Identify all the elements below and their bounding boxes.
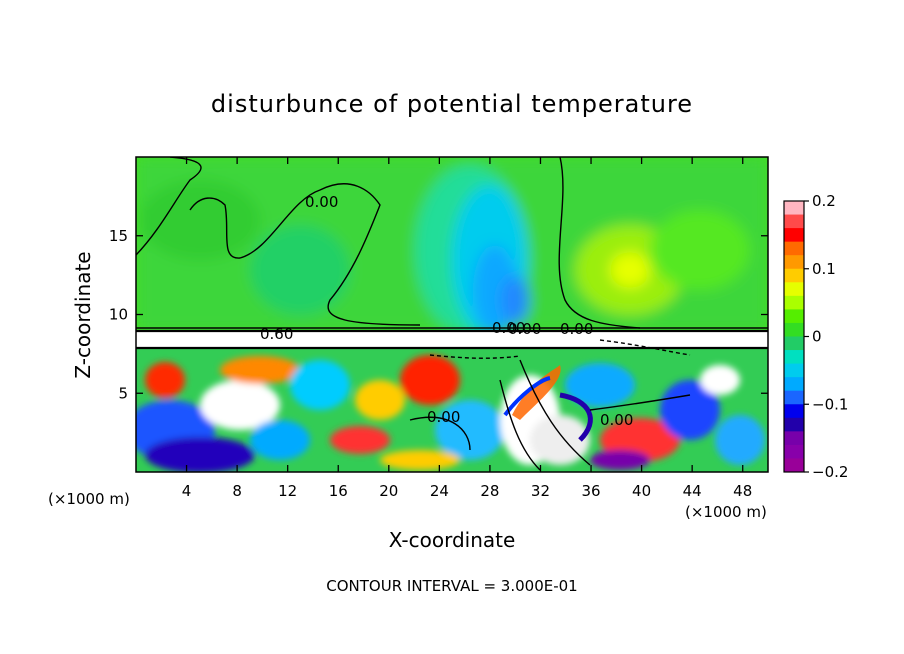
contour-label: 0.00 bbox=[508, 320, 541, 338]
x-tick-label: 24 bbox=[430, 482, 449, 500]
colorbar-swatch bbox=[784, 241, 804, 256]
contour-line bbox=[136, 157, 202, 256]
colorbar-swatch bbox=[784, 431, 804, 446]
contour-label: 0.60 bbox=[260, 325, 293, 343]
contour-line bbox=[136, 329, 768, 350]
contour-label: 0.00 bbox=[305, 193, 338, 211]
colorbar-swatch bbox=[784, 336, 804, 351]
x-tick-label: 36 bbox=[581, 482, 600, 500]
colorbar-swatch bbox=[784, 228, 804, 243]
colorbar-swatch bbox=[784, 377, 804, 392]
heatmap-field bbox=[136, 157, 768, 472]
contour-label: 0.00 bbox=[492, 319, 525, 337]
contour-line bbox=[499, 359, 591, 471]
colorbar-swatch bbox=[784, 444, 804, 459]
y-tick-label: 10 bbox=[109, 306, 128, 324]
x-tick-label: 28 bbox=[480, 482, 499, 500]
x-unit-right: (×1000 m) bbox=[685, 503, 767, 521]
x-tick-label: 32 bbox=[531, 482, 550, 500]
colorbar bbox=[783, 200, 805, 473]
contour-label: 0.00 bbox=[560, 320, 593, 338]
x-tick-label: 16 bbox=[329, 482, 348, 500]
x-tick-label: 40 bbox=[632, 482, 651, 500]
colorbar-swatch bbox=[784, 363, 804, 378]
colorbar-swatch bbox=[784, 350, 804, 365]
colorbar-swatch bbox=[784, 390, 804, 405]
colorbar-swatch bbox=[784, 201, 804, 216]
colorbar-swatch bbox=[784, 295, 804, 310]
colorbar-swatch bbox=[784, 309, 804, 324]
colorbar-swatch bbox=[784, 417, 804, 432]
y-tick-label: 5 bbox=[118, 384, 128, 402]
colorbar-swatch bbox=[784, 255, 804, 270]
x-tick-label: 20 bbox=[379, 482, 398, 500]
colorbar-tick-label: −0.2 bbox=[812, 463, 848, 481]
contour-lines bbox=[136, 157, 768, 471]
contour-label: 0.00 bbox=[600, 411, 633, 429]
y-tick-label: 15 bbox=[109, 227, 128, 245]
colorbar-tick-label: −0.1 bbox=[812, 395, 848, 413]
colorbar-swatch bbox=[784, 458, 804, 473]
y-axis-label: Z-coordinate bbox=[71, 251, 95, 378]
contour-line bbox=[558, 157, 641, 329]
x-tick-label: 12 bbox=[278, 482, 297, 500]
contour-label: 0.00 bbox=[427, 408, 460, 426]
colorbar-tick-label: 0.2 bbox=[812, 192, 836, 210]
x-tick-label: 48 bbox=[733, 482, 752, 500]
x-tick-label: 4 bbox=[182, 482, 192, 500]
colorbar-swatch bbox=[784, 268, 804, 283]
colorbar-swatch bbox=[784, 322, 804, 337]
colorbar-swatch bbox=[784, 404, 804, 419]
x-axis-label: X-coordinate bbox=[389, 528, 516, 552]
x-tick-label: 8 bbox=[232, 482, 242, 500]
colorbar-tick-label: 0.1 bbox=[812, 260, 836, 278]
colorbar-swatch bbox=[784, 282, 804, 297]
white-band bbox=[136, 330, 768, 348]
chart-title: disturbunce of potential temperature bbox=[211, 90, 693, 118]
x-tick-label: 44 bbox=[683, 482, 702, 500]
x-unit-left: (×1000 m) bbox=[48, 490, 130, 508]
colorbar-tick-label: 0 bbox=[812, 328, 822, 346]
colorbar-swatch bbox=[784, 214, 804, 229]
contour-line bbox=[189, 183, 421, 326]
contour-line bbox=[409, 394, 691, 451]
contour-interval-note: CONTOUR INTERVAL = 3.000E-01 bbox=[326, 577, 577, 595]
contour-line bbox=[429, 339, 691, 359]
